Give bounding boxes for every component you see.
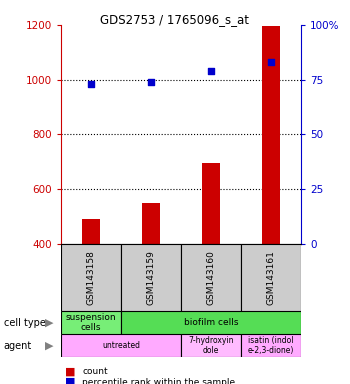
Text: count: count — [82, 367, 108, 376]
Bar — [202, 163, 220, 244]
Text: percentile rank within the sample: percentile rank within the sample — [82, 377, 235, 384]
Bar — [61, 244, 121, 311]
Text: GSM143161: GSM143161 — [267, 250, 275, 305]
Text: untreated: untreated — [102, 341, 140, 350]
Text: biofilm cells: biofilm cells — [184, 318, 238, 327]
Bar — [181, 244, 241, 311]
Text: cell type: cell type — [4, 318, 46, 328]
Bar — [142, 203, 160, 244]
Bar — [82, 219, 100, 244]
Text: ■: ■ — [65, 377, 75, 384]
Text: 7-hydroxyin
dole: 7-hydroxyin dole — [188, 336, 234, 355]
Bar — [241, 244, 301, 311]
Point — [89, 81, 94, 87]
Text: agent: agent — [4, 341, 32, 351]
Text: GSM143160: GSM143160 — [206, 250, 216, 305]
Point — [208, 68, 214, 74]
Text: GDS2753 / 1765096_s_at: GDS2753 / 1765096_s_at — [100, 13, 250, 26]
Text: suspension
cells: suspension cells — [66, 313, 117, 332]
Bar — [181, 334, 241, 357]
Bar — [61, 311, 121, 334]
Point — [148, 79, 154, 85]
Text: isatin (indol
e-2,3-dione): isatin (indol e-2,3-dione) — [248, 336, 294, 355]
Point — [268, 59, 274, 65]
Text: ▶: ▶ — [45, 318, 53, 328]
Bar — [121, 311, 301, 334]
Bar — [61, 334, 181, 357]
Text: GSM143159: GSM143159 — [147, 250, 156, 305]
Text: GSM143158: GSM143158 — [87, 250, 96, 305]
Bar — [262, 26, 280, 244]
Bar — [121, 244, 181, 311]
Text: ▶: ▶ — [45, 341, 53, 351]
Bar — [241, 334, 301, 357]
Text: ■: ■ — [65, 366, 75, 376]
